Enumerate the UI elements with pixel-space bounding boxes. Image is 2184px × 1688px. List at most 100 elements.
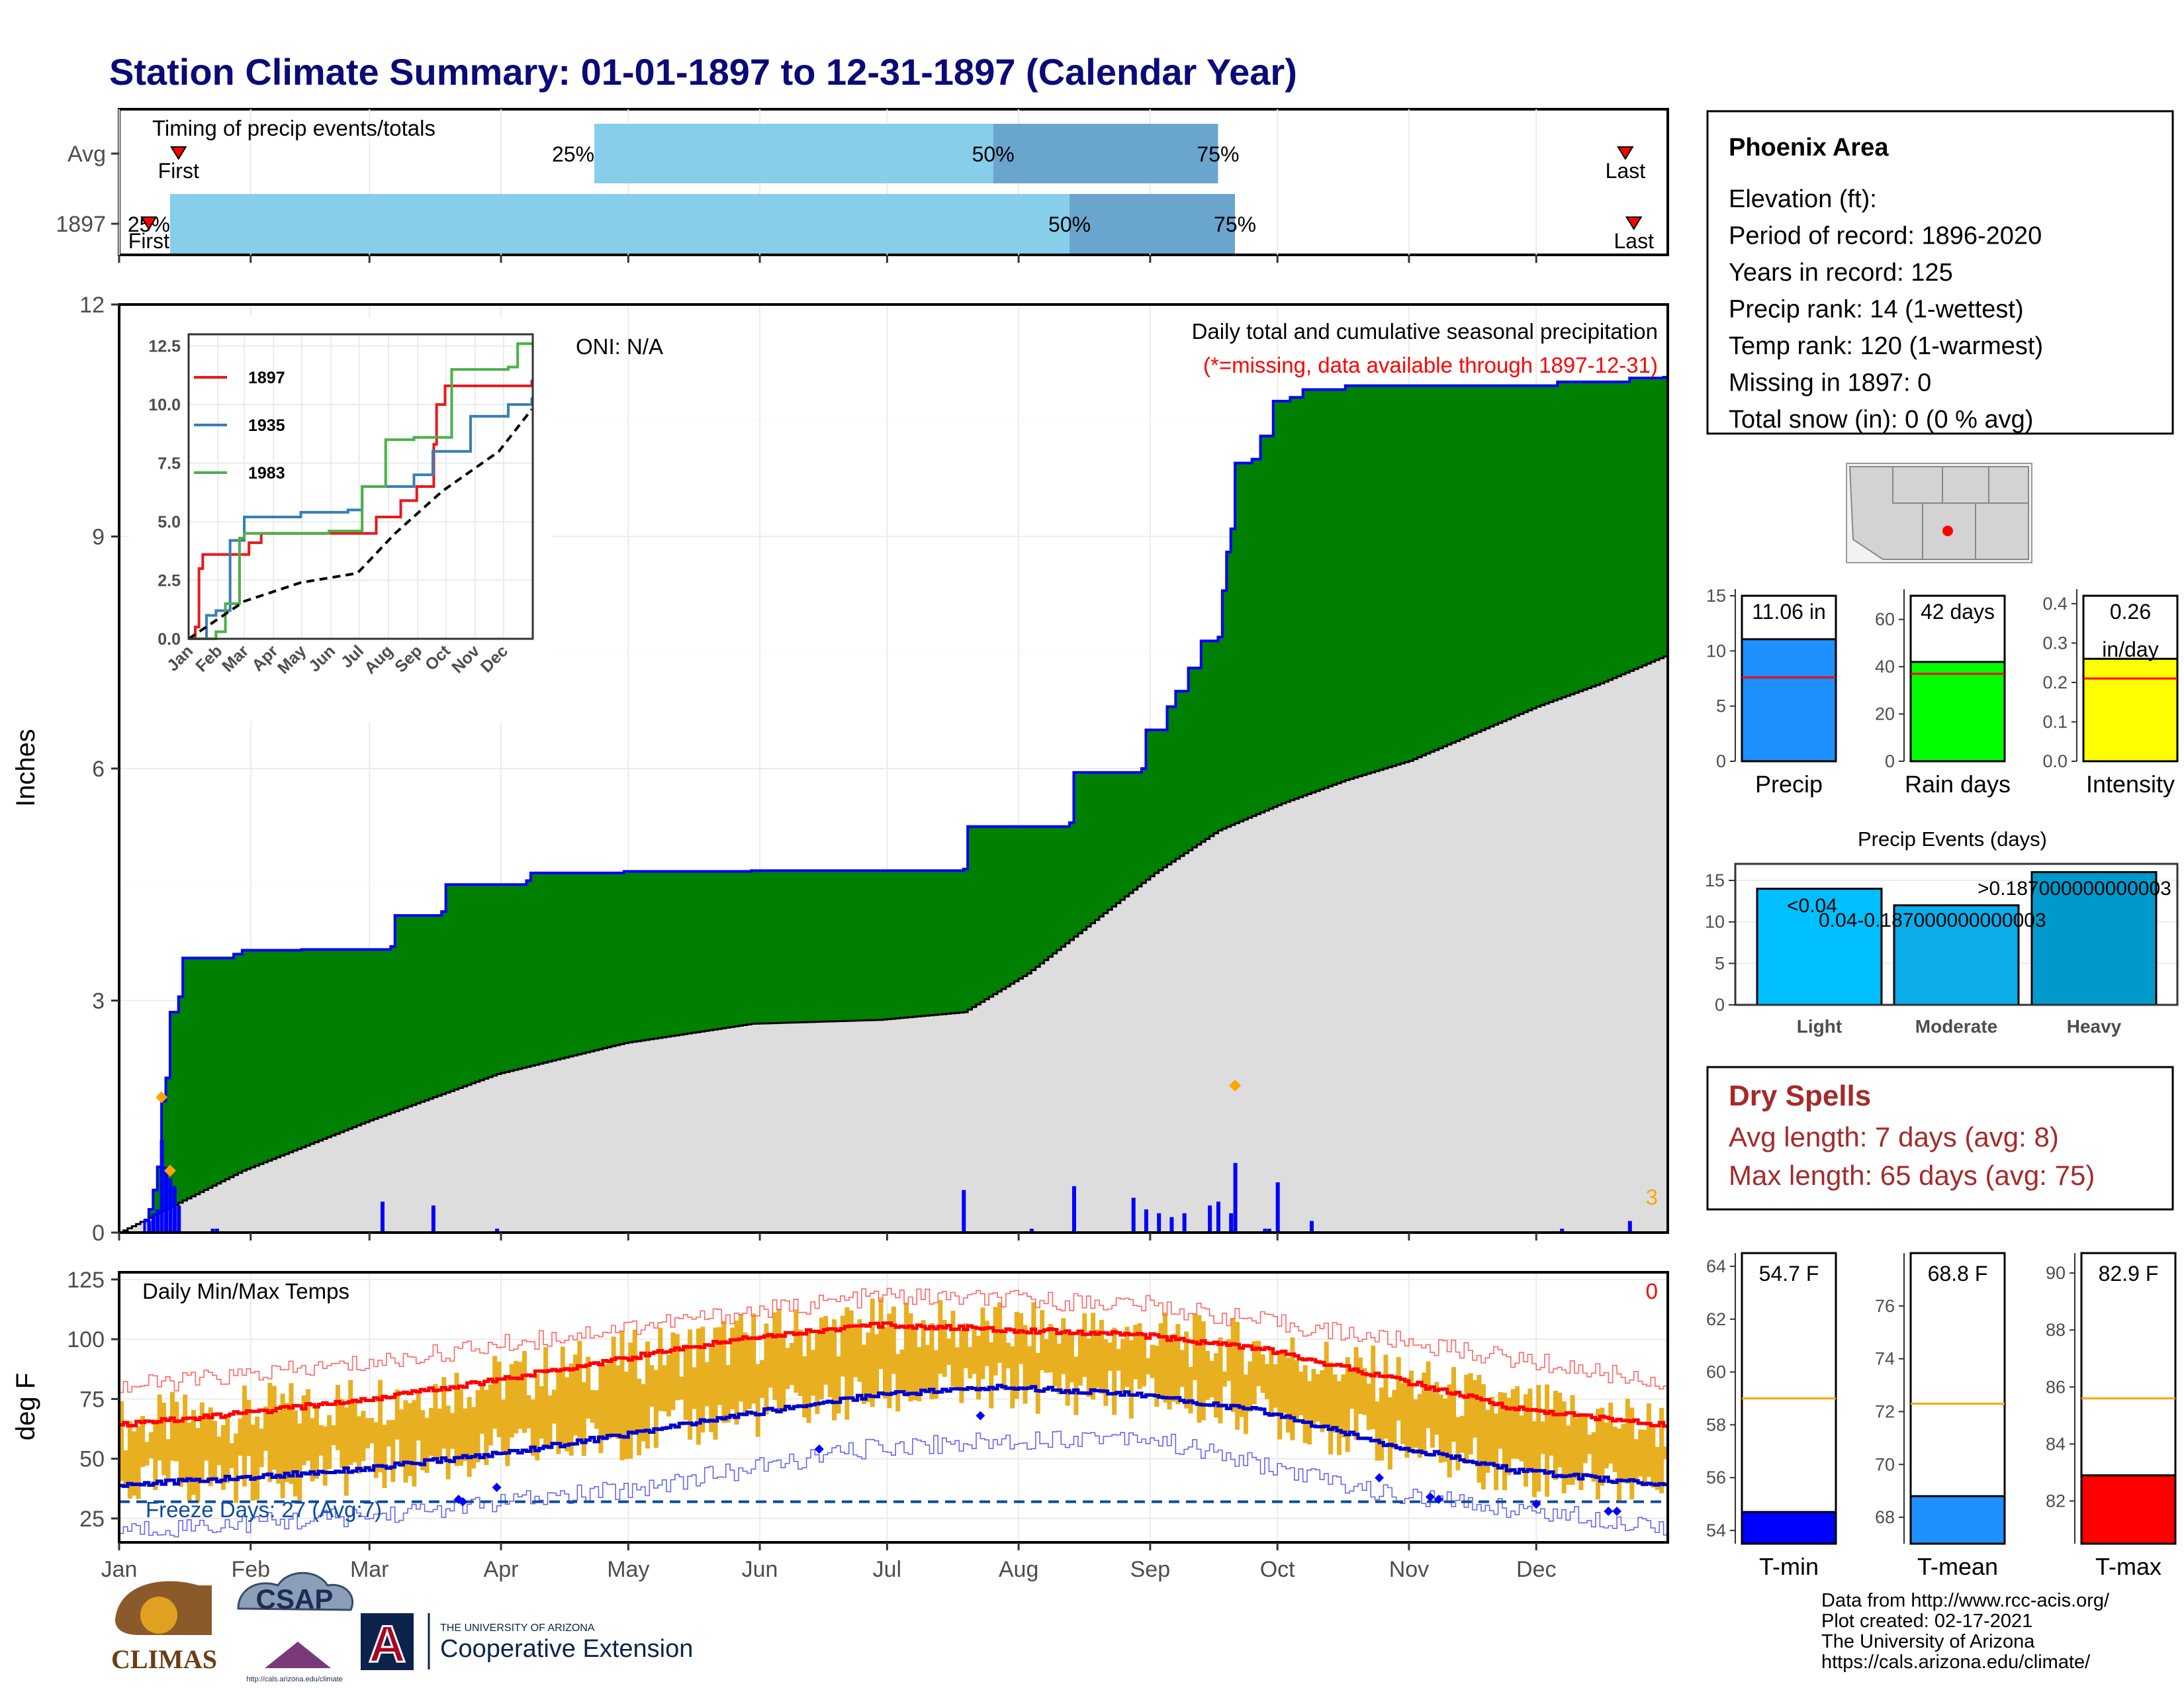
daily-temp-bar [683,1344,688,1420]
daily-temp-bar [420,1410,426,1471]
temp-bar-2: 82.9 F T-max 82 84 86 88 90 [2046,1252,2177,1580]
daily-temp-bar [1077,1332,1083,1386]
cold-marker [814,1444,824,1454]
daily-temp-bar [1175,1324,1181,1405]
temp-bar-1: 68.8 F T-mean 68 70 72 74 76 [1875,1252,2006,1580]
daily-precip-bar [159,1139,164,1233]
daily-temp-bar [1629,1407,1635,1500]
tmin-normal-line [119,1383,1668,1488]
daily-temp-bar [322,1426,328,1486]
daily-temp-bar [989,1342,994,1409]
daily-temp-bar [688,1329,693,1440]
daily-temp-bar [1222,1371,1227,1387]
daily-temp-bar [225,1415,230,1483]
temp-bar-tick-label: 58 [1706,1415,1726,1434]
daily-temp-bar [670,1332,676,1410]
daily-temp-bar [535,1374,540,1461]
dry-spells-box: Dry Spells Avg length: 7 days (avg: 8) Max… [1706,1066,2174,1211]
daily-temp-bar [1651,1424,1656,1488]
daily-temp-bar [1315,1374,1320,1422]
daily-temp-bar [1524,1394,1529,1487]
daily-temp-bar [802,1356,807,1418]
daily-temp-bar [925,1344,931,1389]
daily-temp-bar [653,1370,659,1448]
daily-temp-bar [658,1327,663,1411]
daily-temp-bar [611,1336,616,1435]
precip-marker [1229,1080,1242,1092]
daily-temp-bar [1146,1358,1151,1375]
daily-temp-bar [1235,1321,1240,1430]
climas-logo-text: CLIMAS [111,1644,217,1674]
daily-temp-bar [713,1327,718,1440]
summary-bar-tick-label: 0.1 [2042,712,2068,731]
daily-temp-bar [526,1395,531,1429]
daily-temp-bar [1353,1346,1359,1440]
daily-temp-bar [1422,1372,1427,1452]
daily-temp-bar [1459,1415,1465,1453]
daily-temp-bar [929,1323,934,1399]
daily-temp-bar [1031,1302,1036,1387]
daily-temp-bar [119,1401,124,1481]
daily-temp-bar [1052,1332,1058,1387]
daily-temp-bar [569,1363,574,1456]
daily-temp-bar [369,1417,375,1444]
daily-temp-bar [1048,1324,1054,1373]
timing-bar-25-50 [594,124,993,183]
daily-temp-bar [891,1306,896,1374]
precip-panel: 0 3 6 9 12 Inches ONI: N/A Daily total and cumu… [11,293,1669,1246]
temp-frame [118,1271,1669,1544]
daily-temp-bar [1464,1374,1469,1464]
daily-temp-bar [1218,1337,1223,1424]
daily-temp-bar [403,1400,408,1483]
daily-temp-bar [496,1362,502,1437]
daily-temp-bar [543,1347,549,1449]
daily-temp-bar [739,1314,744,1402]
temperature-panel: 25 50 75 100 125 Jan Feb Mar Apr May Jun Jul Aug Sep O… [11,1268,1669,1582]
daily-temp-bar [1587,1434,1592,1454]
daily-temp-bar [1443,1398,1448,1462]
daily-temp-bar [1604,1422,1609,1469]
daily-temp-bar [602,1364,608,1440]
summary-bar-fill [1909,661,2006,763]
timing-panel: Timing of precip events/totals Avg 25% 50% 7… [56,108,1669,263]
daily-temp-bar [242,1385,247,1487]
daily-temp-bar [972,1327,977,1374]
month-tick-label: Dec [1516,1557,1556,1582]
precip-y-tick-label: 9 [92,525,105,550]
daily-temp-bar [836,1356,841,1414]
daily-temp-bar [1413,1399,1418,1448]
daily-temp-bar [467,1397,472,1477]
daily-temp-bar [1498,1391,1503,1449]
daily-temp-bar [1642,1429,1647,1486]
daily-temp-bar [1099,1319,1104,1394]
daily-temp-bar [704,1362,709,1407]
events-y-tick-label: 15 [1705,870,1725,890]
daily-temp-bar [1633,1439,1639,1482]
temp-bar-label: T-max [2095,1553,2161,1580]
daily-temp-bar [340,1399,345,1468]
daily-temp-bar [310,1418,315,1481]
daily-temp-bar [1655,1446,1660,1490]
summary-bar-tick-label: 5 [1716,696,1726,716]
daily-precip-bar [962,1190,966,1233]
cold-marker [1375,1473,1385,1483]
summary-bar-fill [1741,638,1837,763]
daily-temp-bar [1010,1346,1015,1409]
daily-temp-bar [1069,1332,1075,1383]
inset-y-tick-label: 0.0 [158,630,181,649]
temp-bar-tick-label: 60 [1706,1362,1726,1382]
daily-temp-bar [1358,1357,1363,1415]
daily-temp-bar [140,1416,146,1468]
daily-temp-bar [619,1331,625,1460]
inset-y-tick-label: 10.0 [148,396,181,414]
timing-first-marker [140,216,158,230]
daily-temp-bar [743,1332,748,1415]
daily-temp-bar [1035,1352,1040,1414]
daily-temp-bar [169,1391,175,1461]
daily-temp-bar [1133,1325,1138,1380]
summary-bar-fill [2082,657,2179,763]
daily-temp-bar [725,1365,731,1423]
daily-temp-bar [666,1354,672,1417]
ua-logo-letter: A [369,1615,406,1673]
